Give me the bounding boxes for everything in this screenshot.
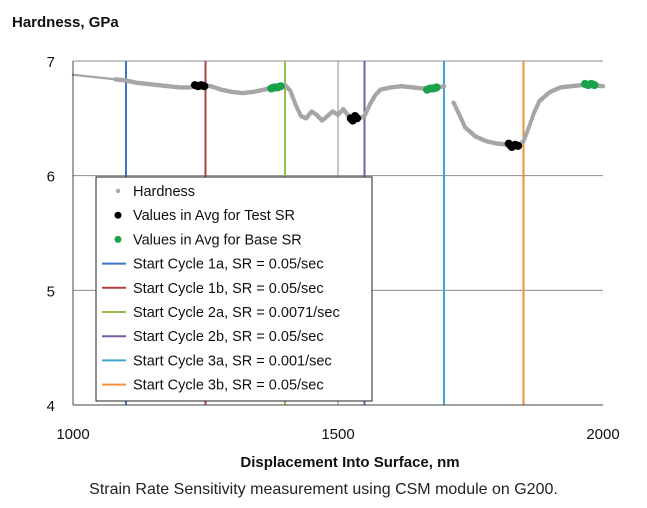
legend-marker <box>114 235 122 243</box>
legend-label: Values in Avg for Test SR <box>133 208 295 224</box>
legend-label: Hardness <box>133 184 195 200</box>
legend-label: Start Cycle 1b, SR = 0.05/sec <box>133 281 324 297</box>
hardness-point <box>441 84 447 89</box>
avg-point <box>514 141 523 150</box>
legend-label: Start Cycle 1a, SR = 0.05/sec <box>133 257 324 273</box>
legend-label: Start Cycle 2a, SR = 0.0071/sec <box>133 305 340 321</box>
hardness-point <box>600 84 606 89</box>
avg-point <box>276 82 285 91</box>
series-3 <box>267 79 599 94</box>
y-tick-labels: 4 5 6 7 <box>47 54 55 415</box>
y-tick-label: 7 <box>47 54 55 71</box>
chart-title: Hardness, GPa <box>12 14 119 31</box>
legend: Hardness Values in Avg for Test SR Values … <box>95 176 373 402</box>
legend-box <box>95 176 373 402</box>
legend-marker <box>115 188 121 194</box>
series-2 <box>190 81 523 151</box>
legend-marker <box>114 211 122 219</box>
avg-point <box>200 82 209 91</box>
legend-label: Start Cycle 2b, SR = 0.05/sec <box>133 329 324 345</box>
legend-label: Values in Avg for Base SR <box>133 232 302 248</box>
x-axis-label: Displacement Into Surface, nm <box>240 454 459 471</box>
axes <box>72 61 603 406</box>
avg-point <box>353 114 362 123</box>
chart: Hardness, GPa 4 5 6 7 1000 1500 2000 Displace… <box>12 14 620 471</box>
legend-label: Start Cycle 3a, SR = 0.001/sec <box>133 353 332 369</box>
avg-point <box>590 81 599 90</box>
x-tick-label: 2000 <box>586 426 619 443</box>
avg-point <box>432 83 441 92</box>
data-points <box>71 73 606 151</box>
y-tick-label: 5 <box>47 283 55 300</box>
x-tick-label: 1500 <box>321 426 354 443</box>
y-tick-label: 4 <box>47 398 55 415</box>
x-tick-labels: 1000 1500 2000 <box>56 426 619 443</box>
x-tick-label: 1000 <box>56 426 89 443</box>
legend-label: Start Cycle 3b, SR = 0.05/sec <box>133 378 324 394</box>
figure-caption: Strain Rate Sensitivity measurement usin… <box>89 481 558 498</box>
y-tick-label: 6 <box>47 169 55 186</box>
